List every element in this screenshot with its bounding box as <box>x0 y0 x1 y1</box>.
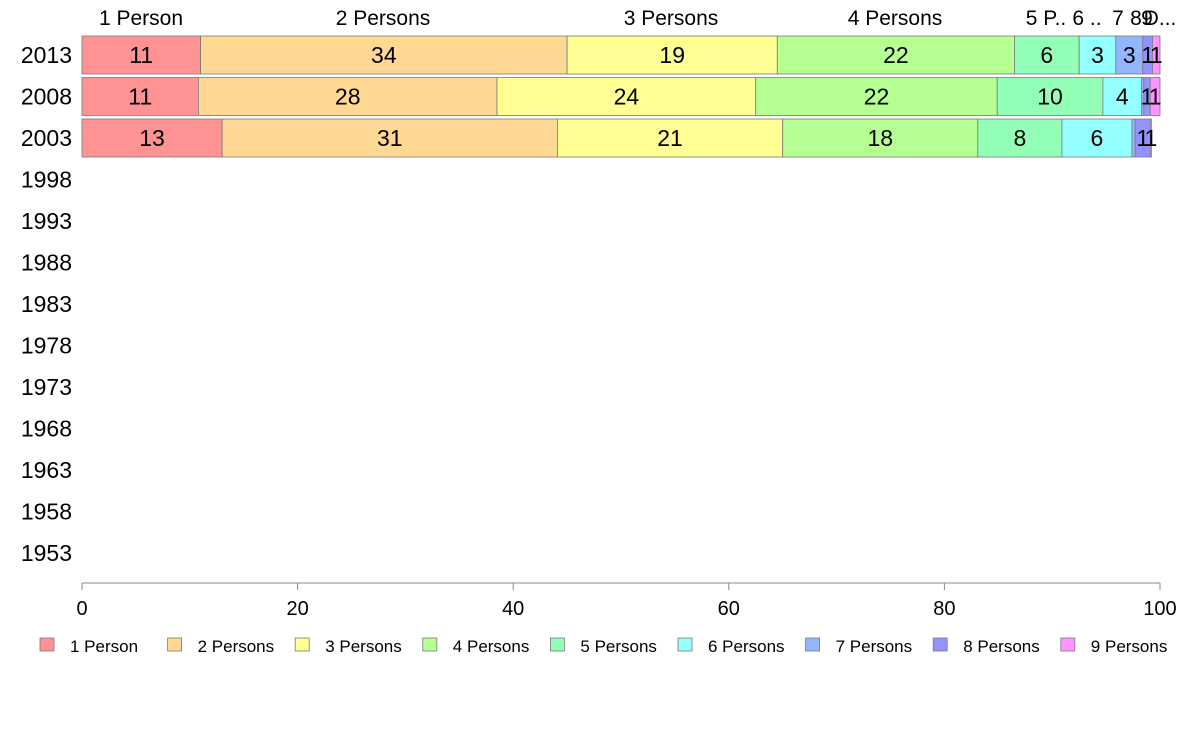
bar-segment <box>81 118 223 158</box>
bar-segment <box>1102 77 1143 116</box>
data-label: 13 <box>139 125 165 151</box>
bar-segment <box>755 77 998 116</box>
x-tick-label: 20 <box>286 598 308 620</box>
x-tick-label: 80 <box>933 598 955 620</box>
top-category-label: D... <box>1144 7 1177 30</box>
legend-label: 7 Persons <box>836 637 913 656</box>
legend-label: 5 Persons <box>580 637 657 656</box>
bar-segment <box>81 35 201 75</box>
bar-segment <box>496 77 757 116</box>
legend-label: 4 Persons <box>453 637 530 656</box>
top-category-label: 2 Persons <box>336 7 431 30</box>
y-tick-label: 1998 <box>21 167 72 193</box>
bar-segment <box>1014 35 1080 75</box>
bar-segment <box>221 118 558 158</box>
y-tick-label: 1988 <box>21 250 72 276</box>
legend-label: 1 Person <box>70 637 138 656</box>
legend-swatch <box>422 637 438 652</box>
data-label: 22 <box>883 42 909 68</box>
data-label: 1 <box>1136 125 1149 151</box>
bar-segment <box>81 77 199 116</box>
data-label: 11 <box>128 84 152 110</box>
bar-segment <box>198 77 498 116</box>
legend-swatch <box>805 637 820 652</box>
legend-label: 9 Persons <box>1091 637 1168 656</box>
legend-swatch <box>932 637 948 652</box>
data-label: 31 <box>377 125 403 151</box>
top-category-label: 6 .. <box>1072 7 1101 30</box>
bar-segment <box>1078 35 1117 75</box>
data-label: 1 <box>1150 42 1163 68</box>
data-label: 1 <box>1144 125 1157 151</box>
y-tick-label: 2008 <box>21 84 72 110</box>
data-label: 19 <box>659 42 685 68</box>
legend-swatch <box>294 637 310 652</box>
y-tick-label: 1958 <box>21 499 72 525</box>
data-label: 3 <box>1091 42 1104 68</box>
legend-label: 8 Persons <box>963 637 1040 656</box>
top-category-label: 5 P.. <box>1026 7 1066 30</box>
legend-swatch <box>550 637 565 652</box>
y-tick-label: 1968 <box>21 416 72 442</box>
bar-segment <box>996 77 1104 116</box>
legend-swatch <box>677 637 693 652</box>
bar-segment <box>1152 35 1161 75</box>
top-category-label: 1 Person <box>99 7 183 30</box>
bar-segment <box>556 118 784 158</box>
legend-swatch <box>1060 637 1076 652</box>
legend-label: 3 Persons <box>325 637 402 656</box>
x-tick-label: 40 <box>502 598 524 620</box>
data-label: 21 <box>657 125 683 151</box>
bar-segment <box>776 35 1015 75</box>
top-category-label: 7 <box>1112 7 1124 30</box>
bar-segment <box>1131 118 1136 158</box>
legend-swatch <box>39 637 55 652</box>
bar-segment <box>977 118 1063 158</box>
legend-label: 6 Persons <box>708 637 785 656</box>
y-axis: 2013 2008 2003 1998 1993 1988 1983 1978 1973 1968… <box>21 42 72 566</box>
top-category-labels: 1 Person 2 Persons 3 Persons 4 Persons 5 P..… <box>99 7 1176 30</box>
legend-label: 2 Persons <box>198 637 275 656</box>
data-label: 18 <box>867 125 893 151</box>
x-tick-label: 60 <box>718 598 740 620</box>
y-tick-label: 2013 <box>21 42 72 68</box>
x-tick-label: 0 <box>76 598 87 620</box>
bar-segment <box>1115 35 1144 75</box>
data-label: 11 <box>129 42 153 68</box>
data-label: 28 <box>335 84 361 110</box>
data-label: 34 <box>371 42 397 68</box>
bar-segment <box>200 35 568 75</box>
data-label: 24 <box>614 84 640 110</box>
top-category-label: 8 <box>1130 7 1142 30</box>
data-label: 22 <box>864 84 890 110</box>
bar-segment <box>1149 77 1161 116</box>
bar-segment <box>782 118 979 158</box>
legend-swatch <box>167 637 183 652</box>
y-tick-label: 1963 <box>21 457 72 483</box>
y-tick-label: 1978 <box>21 333 72 359</box>
y-tick-label: 2003 <box>21 125 72 151</box>
x-tick-label: 100 <box>1143 598 1176 620</box>
top-category-label: 3 Persons <box>624 7 719 30</box>
data-label: 3 <box>1123 42 1136 68</box>
data-label: 8 <box>1013 125 1026 151</box>
y-tick-label: 1953 <box>21 540 72 566</box>
data-label: 6 <box>1091 125 1104 151</box>
top-category-label: 4 Persons <box>848 7 943 30</box>
y-tick-label: 1973 <box>21 374 72 400</box>
top-category-label: 9 <box>1141 7 1153 30</box>
data-label: 1 <box>1141 42 1154 68</box>
y-tick-label: 1993 <box>21 208 72 234</box>
legend: 1 Person 2 Persons 3 Persons 4 Persons 5 Per… <box>39 637 1168 656</box>
bar-segment <box>1149 118 1152 158</box>
y-tick-label: 1983 <box>21 291 72 317</box>
data-label: 6 <box>1040 42 1053 68</box>
data-label: 4 <box>1116 84 1129 110</box>
x-axis: 0 20 40 60 80 100 <box>76 582 1177 620</box>
data-label: 1 <box>1149 84 1162 110</box>
data-label: 10 <box>1037 84 1063 110</box>
